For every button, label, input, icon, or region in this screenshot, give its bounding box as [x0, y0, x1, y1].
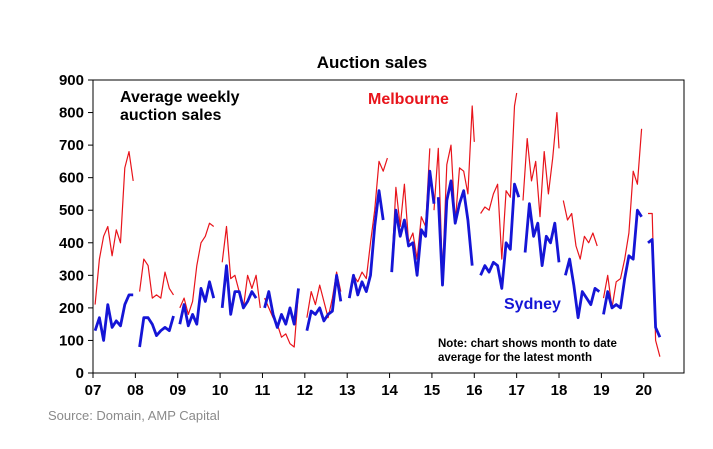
annotation-line-1: Average weekly — [120, 89, 240, 106]
y-tick-label: 700 — [59, 137, 84, 154]
x-tick-label: 19 — [593, 382, 610, 399]
y-tick-label: 300 — [59, 267, 84, 284]
y-tick-label: 800 — [59, 105, 84, 122]
y-tick-label: 500 — [59, 202, 84, 219]
y-tick-label: 600 — [59, 170, 84, 187]
x-axis: 07 08 09 10 11 12 13 14 15 16 17 18 19 20 — [85, 373, 652, 399]
legend-sydney: Sydney — [504, 296, 561, 313]
note-line-1: Note: chart shows month to date — [438, 338, 617, 350]
legend-melbourne: Melbourne — [368, 91, 449, 108]
note-line-2: average for the latest month — [438, 352, 592, 364]
series-line-melbourne — [94, 92, 661, 357]
x-tick-label: 11 — [255, 382, 271, 399]
x-tick-label: 10 — [212, 382, 229, 399]
x-tick-label: 13 — [339, 382, 356, 399]
x-tick-label: 08 — [127, 382, 144, 399]
x-tick-label: 07 — [85, 382, 102, 399]
x-tick-label: 18 — [551, 382, 568, 399]
y-tick-label: 900 — [59, 72, 84, 89]
x-tick-label: 16 — [466, 382, 483, 399]
source-caption: Source: Domain, AMP Capital — [48, 408, 220, 423]
y-tick-label: 200 — [59, 300, 84, 317]
plot-frame — [92, 79, 685, 374]
y-tick-label: 0 — [76, 365, 84, 382]
y-tick-label: 400 — [59, 235, 84, 252]
y-axis: 0 100 200 300 400 500 600 700 800 900 — [59, 72, 93, 382]
x-tick-label: 17 — [508, 382, 525, 399]
plot-area — [92, 79, 685, 374]
series-lines — [93, 92, 662, 357]
annotation-line-2: auction sales — [120, 107, 221, 124]
x-tick-label: 15 — [424, 382, 441, 399]
x-tick-label: 20 — [635, 382, 652, 399]
chart-title: Auction sales — [317, 53, 428, 72]
x-tick-label: 12 — [296, 382, 313, 399]
x-tick-label: 09 — [169, 382, 186, 399]
y-tick-label: 100 — [59, 332, 84, 349]
series-line-sydney — [93, 169, 662, 348]
x-tick-label: 14 — [381, 382, 398, 399]
